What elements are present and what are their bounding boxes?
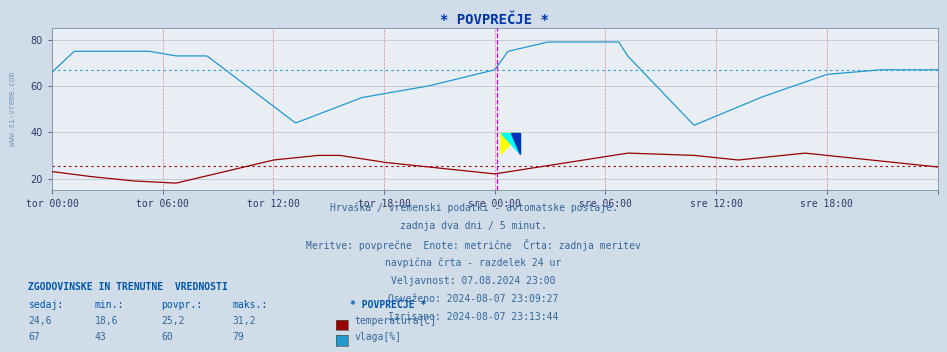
Text: 60: 60 bbox=[161, 332, 172, 342]
Text: zadnja dva dni / 5 minut.: zadnja dva dni / 5 minut. bbox=[400, 221, 547, 231]
Text: * POVPREČJE *: * POVPREČJE * bbox=[350, 300, 427, 310]
Text: sedaj:: sedaj: bbox=[28, 300, 63, 310]
Text: ZGODOVINSKE IN TRENUTNE  VREDNOSTI: ZGODOVINSKE IN TRENUTNE VREDNOSTI bbox=[28, 282, 228, 293]
Text: Meritve: povprečne  Enote: metrične  Črta: zadnja meritev: Meritve: povprečne Enote: metrične Črta:… bbox=[306, 239, 641, 251]
Text: Hrvaška / vremenski podatki - avtomatske postaje.: Hrvaška / vremenski podatki - avtomatske… bbox=[330, 202, 617, 213]
Text: 24,6: 24,6 bbox=[28, 316, 52, 326]
Text: Osveženo: 2024-08-07 23:09:27: Osveženo: 2024-08-07 23:09:27 bbox=[388, 294, 559, 304]
Text: Veljavnost: 07.08.2024 23:00: Veljavnost: 07.08.2024 23:00 bbox=[391, 276, 556, 285]
Text: 79: 79 bbox=[232, 332, 243, 342]
Text: 18,6: 18,6 bbox=[95, 316, 118, 326]
Text: 43: 43 bbox=[95, 332, 106, 342]
Text: 25,2: 25,2 bbox=[161, 316, 185, 326]
Text: www.si-vreme.com: www.si-vreme.com bbox=[8, 72, 17, 146]
Polygon shape bbox=[501, 133, 521, 154]
Text: Izrisano: 2024-08-07 23:13:44: Izrisano: 2024-08-07 23:13:44 bbox=[388, 312, 559, 322]
Text: temperatura[C]: temperatura[C] bbox=[354, 316, 437, 326]
Polygon shape bbox=[501, 133, 521, 154]
Polygon shape bbox=[510, 133, 521, 154]
Text: navpična črta - razdelek 24 ur: navpična črta - razdelek 24 ur bbox=[385, 257, 562, 268]
Text: 67: 67 bbox=[28, 332, 40, 342]
Text: povpr.:: povpr.: bbox=[161, 300, 202, 310]
Text: 31,2: 31,2 bbox=[232, 316, 256, 326]
Text: vlaga[%]: vlaga[%] bbox=[354, 332, 402, 342]
Text: min.:: min.: bbox=[95, 300, 124, 310]
Title: * POVPREČJE *: * POVPREČJE * bbox=[440, 13, 549, 27]
Text: maks.:: maks.: bbox=[232, 300, 267, 310]
